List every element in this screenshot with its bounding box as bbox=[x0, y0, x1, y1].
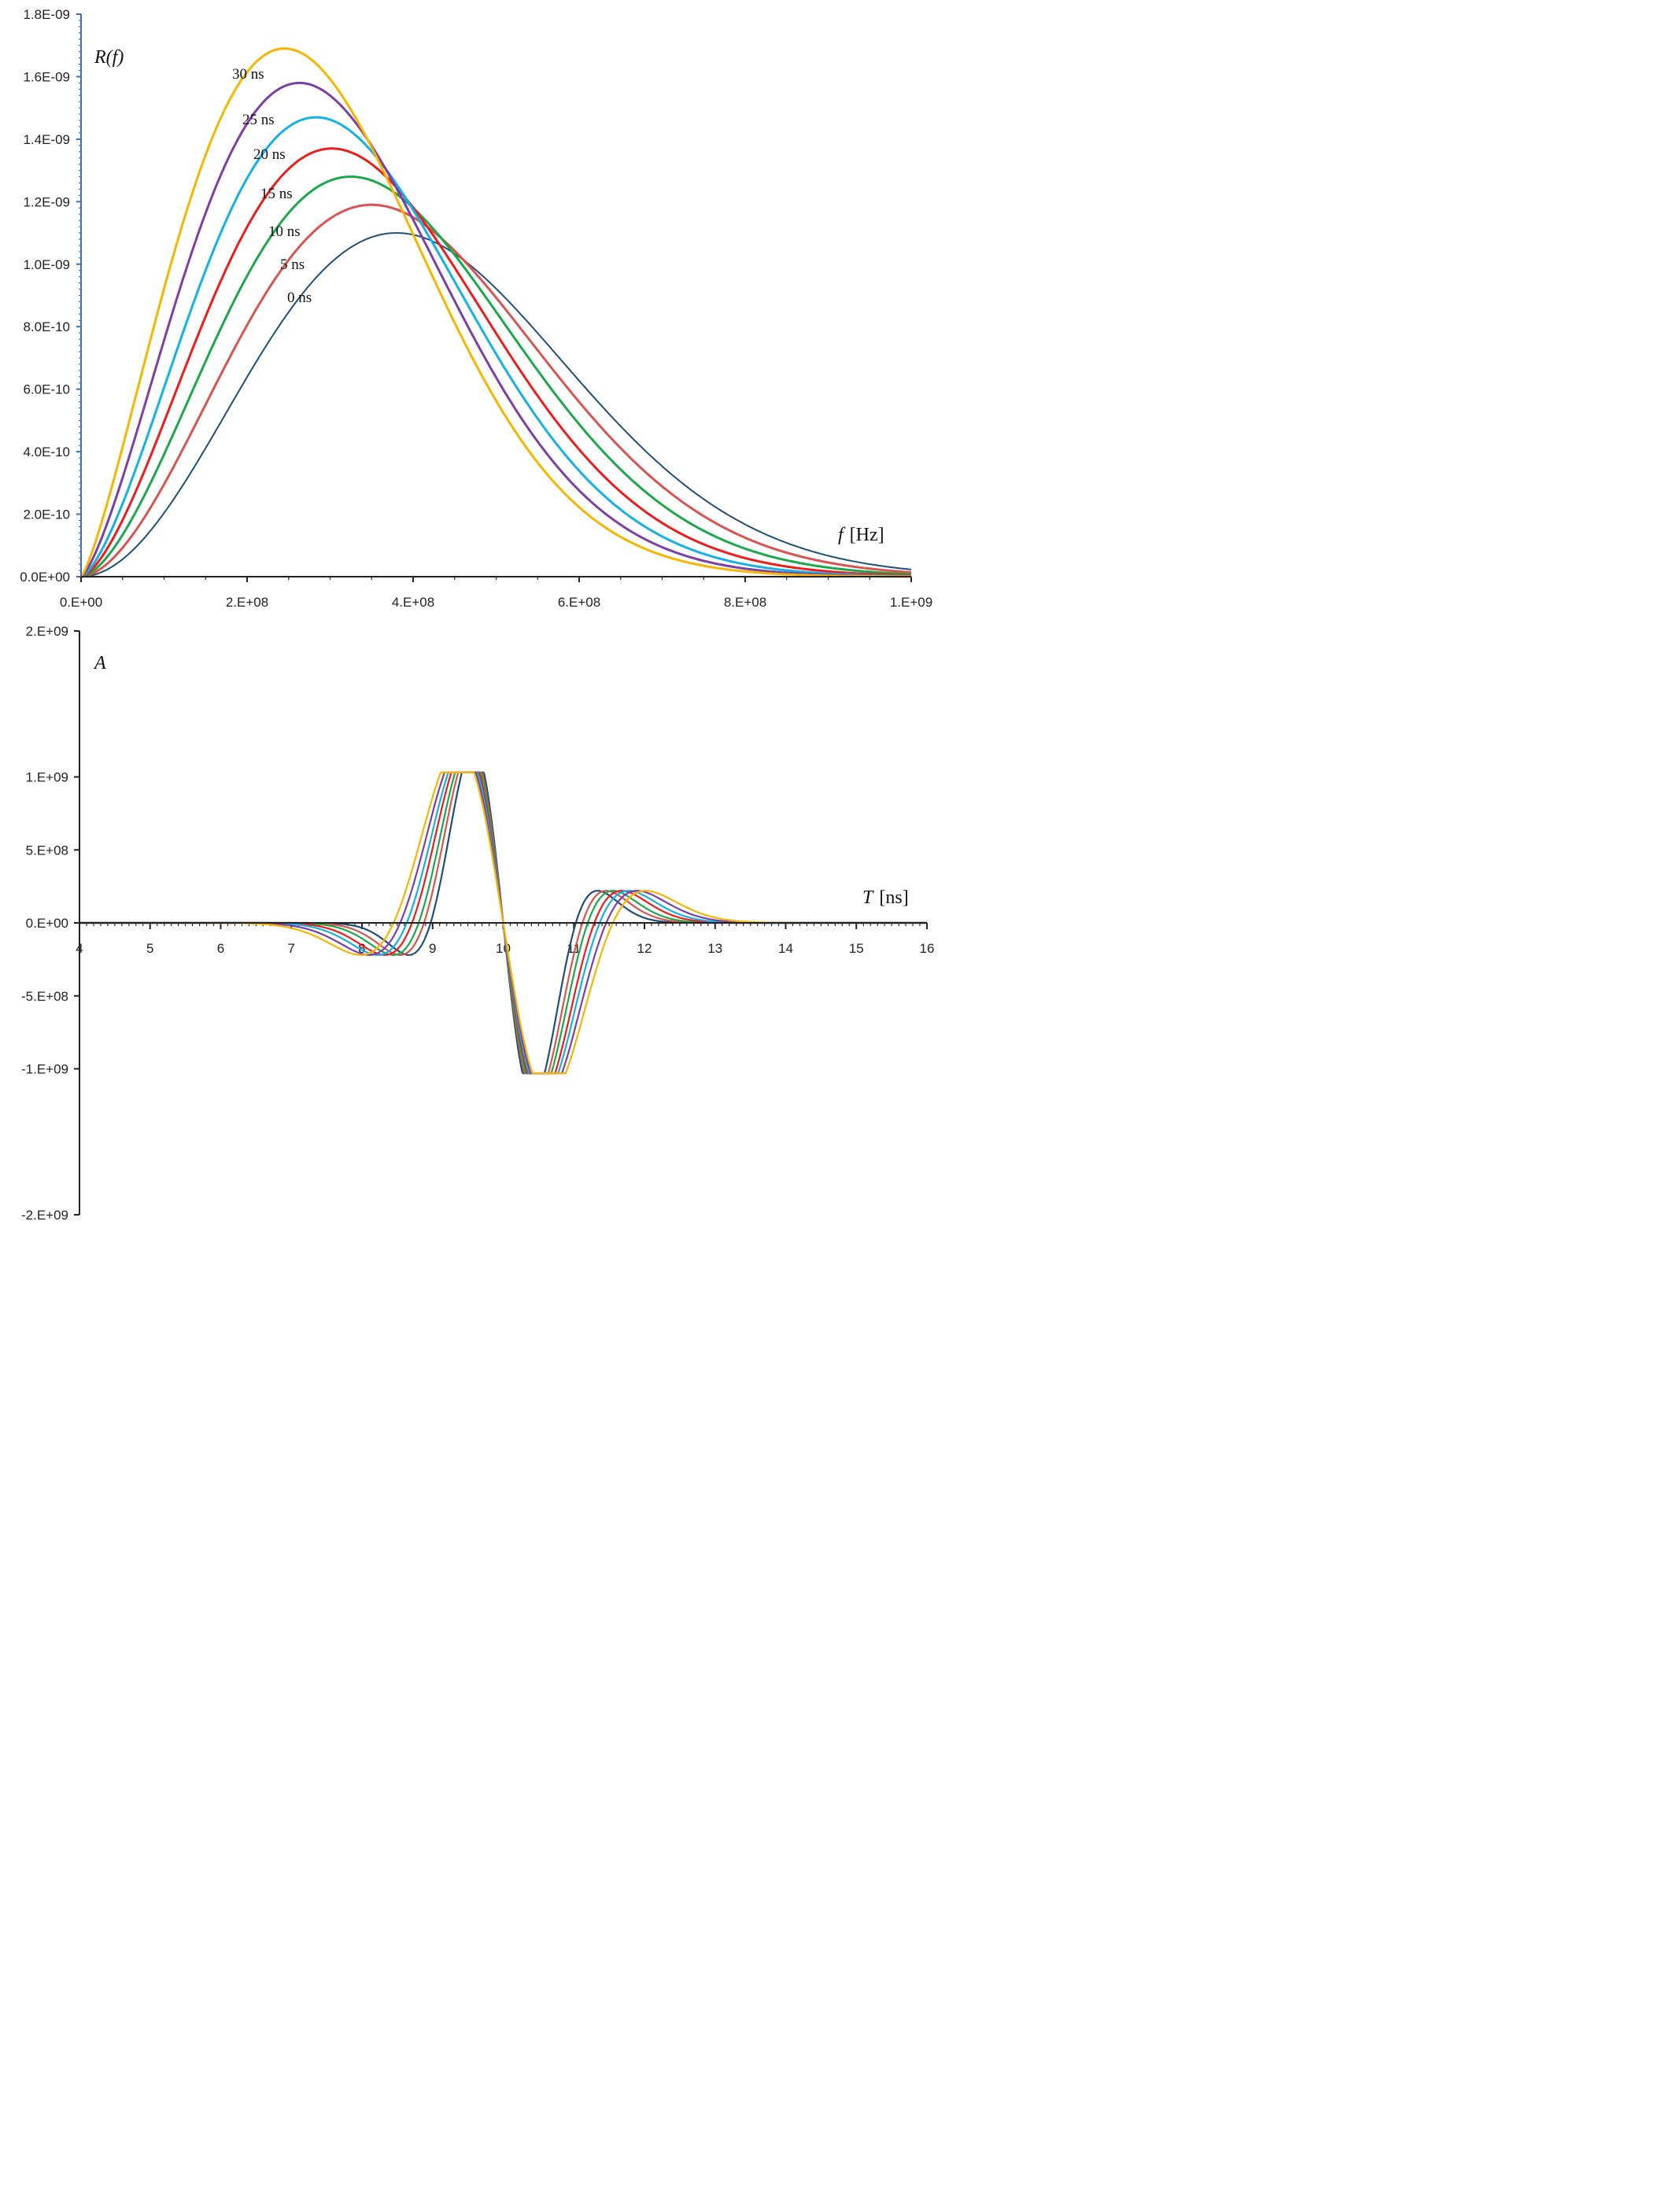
pulse-y-tick-label: 5.E+08 bbox=[26, 843, 68, 858]
spectrum-y-tick-label: 4.0E-10 bbox=[23, 445, 70, 459]
pulse-y-tick-label: 0.E+00 bbox=[26, 916, 68, 931]
spectrum-y-tick-label: 1.0E-09 bbox=[23, 257, 70, 272]
series-label-0ns: 0 ns bbox=[287, 290, 312, 306]
pulse-y-tick-label: -5.E+08 bbox=[21, 989, 68, 1004]
pulse-x-tick-label: 13 bbox=[707, 941, 722, 956]
spectrum-x-tick-label: 8.E+08 bbox=[724, 595, 766, 610]
spectrum-line-20ns bbox=[80, 116, 911, 578]
pulse-x-tick-label: 15 bbox=[849, 941, 864, 956]
pulse-x-tick-label: 8 bbox=[358, 941, 365, 956]
pulse-y-tick-label: 2.E+09 bbox=[26, 624, 68, 639]
pulse-x-tick-label: 6 bbox=[217, 941, 224, 956]
spectrum-x-axis-unit: [Hz] bbox=[850, 525, 884, 545]
spectrum-line-0ns bbox=[80, 232, 912, 577]
spectrum-x-tick-label: 2.E+08 bbox=[226, 595, 268, 610]
pulse-x-tick-label: 12 bbox=[637, 941, 652, 956]
spectrum-y-tick-label: 2.0E-10 bbox=[23, 507, 70, 522]
series-label-30ns: 30 ns bbox=[232, 66, 264, 83]
pulse-x-axis-unit: [ns] bbox=[879, 887, 908, 908]
pulse-y-tick-label: -2.E+09 bbox=[21, 1208, 68, 1223]
series-label-25ns: 25 ns bbox=[242, 112, 275, 128]
pulse-x-tick-label: 9 bbox=[429, 941, 436, 956]
spectrum-x-tick-label: 4.E+08 bbox=[392, 595, 434, 610]
pulse-x-axis-var: T bbox=[862, 887, 874, 908]
spectrum-x-tick-label: 0.E+00 bbox=[60, 595, 102, 610]
spectrum-y-tick-label: 6.0E-10 bbox=[23, 382, 70, 397]
pulse-y-axis-title: A bbox=[93, 653, 106, 673]
pulse-x-tick-label: 5 bbox=[146, 941, 153, 956]
spectrum-y-tick-label: 1.6E-09 bbox=[23, 69, 70, 84]
spectrum-line-5ns bbox=[80, 203, 912, 578]
pulse-x-tick-label: 7 bbox=[288, 941, 295, 956]
pulse-x-tick-label: 16 bbox=[920, 941, 935, 956]
pulse-x-axis-title: T [ns] bbox=[862, 887, 909, 908]
spectrum-y-tick-label: 1.2E-09 bbox=[23, 194, 70, 209]
pulse-y-tick-label: 1.E+09 bbox=[26, 770, 68, 785]
spectrum-y-tick-label: 1.8E-09 bbox=[23, 7, 70, 22]
spectrum-x-tick-label: 6.E+08 bbox=[558, 595, 600, 610]
series-label-5ns: 5 ns bbox=[280, 256, 305, 273]
spectrum-y-tick-label: 1.4E-09 bbox=[23, 132, 70, 147]
pulse-y-tick-label: -1.E+09 bbox=[21, 1062, 68, 1077]
spectrum-y-ticks: 0.0E+00 2.0E-10 4.0E-10 6.0E-10 8.0E-10 1.0E-… bbox=[20, 7, 81, 585]
spectrum-x-axis-var: f bbox=[838, 525, 846, 545]
spectrum-line-30ns bbox=[79, 47, 911, 578]
spectrum-y-axis-title: R(f) bbox=[94, 47, 124, 68]
pulse-y-ticks: 2.E+09 1.E+09 5.E+08 0.E+00 -5.E+08 -1.E+09 -2… bbox=[21, 624, 79, 1223]
series-label-10ns: 10 ns bbox=[268, 223, 301, 240]
spectrum-x-tick-label: 1.E+09 bbox=[890, 595, 932, 610]
pulse-x-tick-label: 14 bbox=[778, 941, 793, 956]
spectrum-line-25ns bbox=[80, 81, 911, 578]
figure: 0.0E+00 2.0E-10 4.0E-10 6.0E-10 8.0E-10 1.0E-… bbox=[0, 0, 944, 1236]
spectrum-x-axis-title: f [Hz] bbox=[838, 525, 884, 545]
spectrum-line-10ns bbox=[80, 175, 912, 578]
spectrum-line-15ns bbox=[80, 147, 912, 578]
spectrum-y-tick-label: 0.0E+00 bbox=[20, 570, 70, 585]
series-label-20ns: 20 ns bbox=[253, 146, 286, 163]
pulse-chart: 2.E+09 1.E+09 5.E+08 0.E+00 -5.E+08 -1.E+09 -2… bbox=[21, 624, 934, 1223]
spectrum-y-tick-label: 8.0E-10 bbox=[23, 319, 70, 334]
series-label-15ns: 15 ns bbox=[260, 186, 293, 202]
spectrum-series bbox=[79, 47, 912, 578]
spectrum-chart: 0.0E+00 2.0E-10 4.0E-10 6.0E-10 8.0E-10 1.0E-… bbox=[20, 7, 932, 610]
